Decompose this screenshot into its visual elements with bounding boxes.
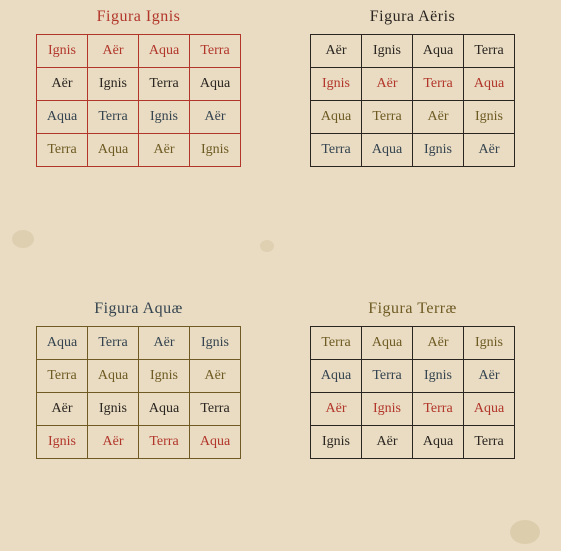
table-row: TerraAquaIgnisAër: [37, 360, 241, 393]
table-cell: Terra: [311, 327, 362, 360]
table-cell: Ignis: [139, 101, 190, 134]
table-cell: Terra: [413, 393, 464, 426]
table-cell: Ignis: [362, 35, 413, 68]
parchment-stain: [510, 520, 540, 544]
table-cell: Aqua: [88, 134, 139, 167]
table-cell: Ignis: [464, 327, 515, 360]
figure-terrae: Figura Terræ TerraAquaAërIgnisAquaTerraI…: [310, 300, 515, 459]
figure-ignis: Figura Ignis IgnisAërAquaTerraAërIgnisTe…: [36, 8, 241, 167]
table-cell: Aqua: [37, 101, 88, 134]
figure-aeris: Figura Aëris AërIgnisAquaTerraIgnisAërTe…: [310, 8, 515, 167]
table-cell: Aqua: [464, 68, 515, 101]
table-cell: Aër: [362, 426, 413, 459]
table-cell: Ignis: [190, 134, 241, 167]
table-row: IgnisAërAquaTerra: [37, 35, 241, 68]
table-row: IgnisAërTerraAqua: [37, 426, 241, 459]
figure-ignis-title: Figura Ignis: [36, 8, 241, 26]
table-cell: Aër: [139, 134, 190, 167]
table-cell: Ignis: [413, 134, 464, 167]
figure-aquae: Figura Aquæ AquaTerraAërIgnisTerraAquaIg…: [36, 300, 241, 459]
table-cell: Aqua: [311, 360, 362, 393]
figure-ignis-table: IgnisAërAquaTerraAërIgnisTerraAquaAquaTe…: [36, 34, 241, 167]
table-cell: Terra: [190, 393, 241, 426]
table-cell: Aqua: [311, 101, 362, 134]
table-cell: Terra: [88, 101, 139, 134]
table-cell: Terra: [413, 68, 464, 101]
table-cell: Ignis: [37, 426, 88, 459]
table-cell: Terra: [362, 360, 413, 393]
table-cell: Aër: [362, 68, 413, 101]
table-cell: Terra: [311, 134, 362, 167]
table-cell: Terra: [37, 360, 88, 393]
figure-aquae-table: AquaTerraAërIgnisTerraAquaIgnisAërAërIgn…: [36, 326, 241, 459]
parchment-stain: [12, 230, 34, 248]
table-cell: Ignis: [190, 327, 241, 360]
table-cell: Ignis: [139, 360, 190, 393]
table-cell: Terra: [464, 426, 515, 459]
table-cell: Aqua: [413, 35, 464, 68]
table-cell: Aër: [37, 68, 88, 101]
table-row: IgnisAërAquaTerra: [311, 426, 515, 459]
table-row: TerraAquaAërIgnis: [37, 134, 241, 167]
table-cell: Aër: [88, 426, 139, 459]
table-cell: Aër: [37, 393, 88, 426]
table-cell: Terra: [88, 327, 139, 360]
table-cell: Aqua: [139, 35, 190, 68]
table-cell: Terra: [139, 426, 190, 459]
table-row: AërIgnisTerraAqua: [37, 68, 241, 101]
table-cell: Aër: [464, 360, 515, 393]
table-cell: Aër: [190, 360, 241, 393]
table-cell: Ignis: [362, 393, 413, 426]
table-cell: Terra: [190, 35, 241, 68]
table-cell: Aqua: [190, 68, 241, 101]
table-row: AërIgnisAquaTerra: [311, 35, 515, 68]
table-cell: Aër: [464, 134, 515, 167]
parchment-stain: [260, 240, 274, 252]
table-cell: Aër: [413, 101, 464, 134]
table-row: IgnisAërTerraAqua: [311, 68, 515, 101]
table-cell: Terra: [362, 101, 413, 134]
table-row: AërIgnisAquaTerra: [37, 393, 241, 426]
figure-terrae-table: TerraAquaAërIgnisAquaTerraIgnisAërAërIgn…: [310, 326, 515, 459]
table-cell: Aër: [311, 393, 362, 426]
table-cell: Ignis: [311, 426, 362, 459]
table-cell: Aër: [190, 101, 241, 134]
table-cell: Aër: [413, 327, 464, 360]
figure-aeris-table: AërIgnisAquaTerraIgnisAërTerraAquaAquaTe…: [310, 34, 515, 167]
table-cell: Aqua: [190, 426, 241, 459]
table-cell: Terra: [139, 68, 190, 101]
table-cell: Ignis: [37, 35, 88, 68]
table-cell: Ignis: [464, 101, 515, 134]
table-cell: Ignis: [413, 360, 464, 393]
table-row: AquaTerraIgnisAër: [37, 101, 241, 134]
table-cell: Aqua: [362, 134, 413, 167]
table-cell: Aqua: [88, 360, 139, 393]
table-row: AquaTerraIgnisAër: [311, 360, 515, 393]
figure-aquae-title: Figura Aquæ: [36, 300, 241, 318]
table-cell: Aqua: [413, 426, 464, 459]
table-row: AquaTerraAërIgnis: [311, 101, 515, 134]
figure-terrae-title: Figura Terræ: [310, 300, 515, 318]
table-cell: Terra: [464, 35, 515, 68]
table-cell: Aqua: [37, 327, 88, 360]
table-cell: Aër: [139, 327, 190, 360]
table-row: TerraAquaAërIgnis: [311, 327, 515, 360]
table-cell: Terra: [37, 134, 88, 167]
table-cell: Ignis: [88, 68, 139, 101]
table-cell: Aër: [311, 35, 362, 68]
table-cell: Aqua: [464, 393, 515, 426]
table-row: AquaTerraAërIgnis: [37, 327, 241, 360]
table-cell: Aër: [88, 35, 139, 68]
table-cell: Aqua: [139, 393, 190, 426]
table-cell: Ignis: [311, 68, 362, 101]
table-cell: Ignis: [88, 393, 139, 426]
table-row: TerraAquaIgnisAër: [311, 134, 515, 167]
figure-aeris-title: Figura Aëris: [310, 8, 515, 26]
table-cell: Aqua: [362, 327, 413, 360]
table-row: AërIgnisTerraAqua: [311, 393, 515, 426]
